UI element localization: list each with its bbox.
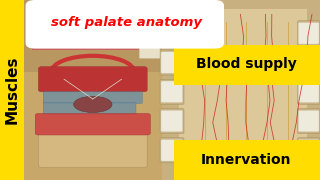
FancyBboxPatch shape: [43, 92, 142, 103]
FancyBboxPatch shape: [160, 21, 184, 46]
FancyBboxPatch shape: [0, 0, 24, 180]
FancyBboxPatch shape: [32, 6, 57, 40]
FancyBboxPatch shape: [298, 52, 319, 73]
FancyBboxPatch shape: [160, 138, 184, 163]
FancyBboxPatch shape: [298, 79, 320, 104]
FancyBboxPatch shape: [160, 50, 184, 75]
FancyBboxPatch shape: [116, 6, 141, 40]
FancyBboxPatch shape: [38, 67, 147, 92]
FancyBboxPatch shape: [298, 138, 320, 163]
FancyBboxPatch shape: [24, 0, 162, 72]
FancyBboxPatch shape: [298, 21, 320, 46]
FancyBboxPatch shape: [298, 81, 319, 103]
FancyBboxPatch shape: [174, 45, 320, 85]
FancyBboxPatch shape: [162, 0, 320, 180]
FancyBboxPatch shape: [160, 79, 184, 104]
FancyBboxPatch shape: [161, 52, 183, 73]
FancyBboxPatch shape: [35, 113, 150, 135]
FancyBboxPatch shape: [298, 108, 320, 134]
FancyBboxPatch shape: [26, 0, 224, 49]
FancyBboxPatch shape: [144, 6, 169, 40]
FancyBboxPatch shape: [298, 140, 319, 161]
FancyBboxPatch shape: [88, 6, 113, 40]
Text: Muscles: Muscles: [4, 56, 19, 124]
FancyBboxPatch shape: [174, 140, 320, 180]
Ellipse shape: [74, 96, 112, 112]
FancyBboxPatch shape: [298, 110, 319, 132]
FancyBboxPatch shape: [298, 22, 319, 44]
FancyBboxPatch shape: [161, 110, 183, 132]
FancyBboxPatch shape: [24, 0, 162, 180]
Text: Innervation: Innervation: [201, 153, 292, 167]
FancyBboxPatch shape: [60, 6, 85, 40]
FancyBboxPatch shape: [160, 108, 184, 134]
FancyBboxPatch shape: [38, 131, 147, 167]
FancyBboxPatch shape: [161, 140, 183, 161]
FancyBboxPatch shape: [43, 103, 136, 114]
FancyBboxPatch shape: [298, 50, 320, 75]
FancyBboxPatch shape: [161, 22, 183, 44]
FancyBboxPatch shape: [139, 12, 160, 59]
FancyBboxPatch shape: [179, 9, 307, 171]
FancyBboxPatch shape: [32, 5, 157, 50]
Text: soft palate anatomy: soft palate anatomy: [51, 16, 202, 29]
Text: Blood supply: Blood supply: [196, 57, 297, 71]
FancyBboxPatch shape: [161, 81, 183, 103]
